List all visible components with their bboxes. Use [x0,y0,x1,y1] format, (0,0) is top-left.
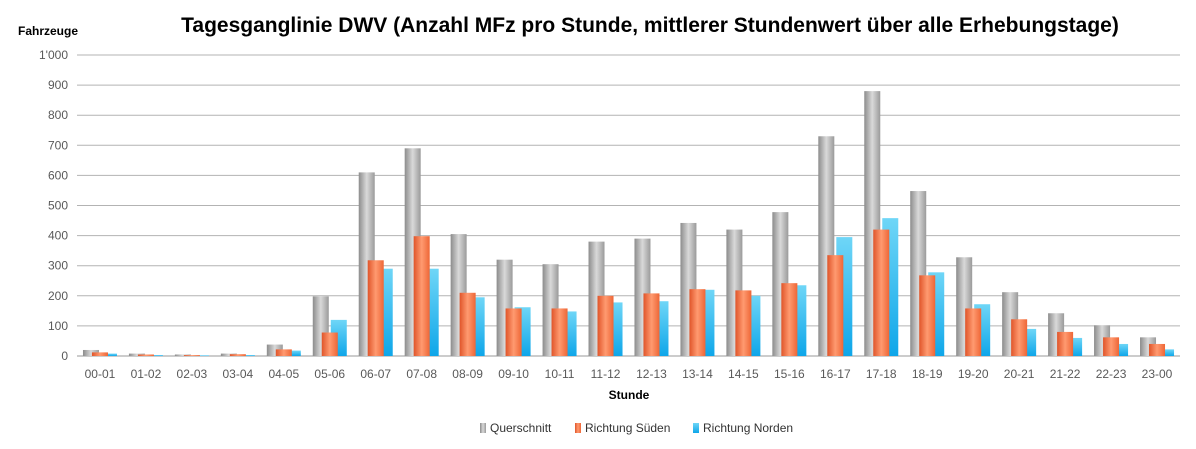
bar-querschnitt [128,353,145,356]
bar-richtung-sueden [229,354,246,356]
bar-querschnitt [220,353,237,356]
x-tick-label: 15-16 [774,367,805,381]
y-tick-labels: 0 100 200 300 400 500 600 700 800 900 1'000 [39,48,68,363]
bar-richtung-sueden [781,283,798,356]
bar-richtung-norden [146,355,163,356]
y-axis-label: Fahrzeuge [18,24,78,38]
y-tick-label: 700 [48,138,68,152]
bar-richtung-sueden [873,229,890,356]
x-tick-label: 03-04 [223,367,254,381]
bar-richtung-sueden [183,355,200,356]
bar-richtung-sueden [1103,337,1120,356]
bar-richtung-sueden [689,289,706,356]
bar-richtung-sueden [597,295,614,356]
bar-richtung-sueden [827,255,844,356]
bar-richtung-sueden [643,293,660,356]
bar-querschnitt [82,349,99,356]
x-tick-label: 14-15 [728,367,759,381]
y-tick-label: 1'000 [39,48,68,62]
bar-richtung-sueden [321,332,338,356]
bar-richtung-norden [192,355,209,356]
bar-richtung-sueden [1011,319,1028,356]
bar-richtung-norden [1158,349,1175,356]
x-tick-label: 02-03 [177,367,208,381]
bar-richtung-sueden [505,308,522,356]
x-tick-label: 10-11 [545,367,575,381]
x-tick-label: 04-05 [268,367,299,381]
x-tick-labels: 00-01 01-02 02-03 03-04 04-05 05-06 06-07 07-08… [85,367,1173,381]
legend-swatch [480,423,486,433]
bar-richtung-sueden [137,354,154,356]
x-tick-label: 07-08 [406,367,437,381]
x-tick-label: 06-07 [360,367,391,381]
bar-richtung-sueden [735,290,752,356]
x-tick-label: 18-19 [912,367,943,381]
y-tick-label: 600 [48,168,68,182]
x-axis-label: Stunde [609,388,650,402]
x-tick-label: 21-22 [1050,367,1081,381]
x-tick-label: 12-13 [636,367,667,381]
bars [82,91,1175,357]
x-tick-label: 00-01 [85,367,116,381]
x-tick-label: 09-10 [498,367,529,381]
x-tick-label: 16-17 [820,367,851,381]
grid-layer [77,54,1180,357]
bar-querschnitt [174,354,191,356]
legend-swatch [693,423,699,433]
bar-richtung-norden [100,353,117,356]
legend-label: Richtung Süden [585,421,670,435]
y-tick-label: 0 [61,349,68,363]
x-tick-label: 11-12 [591,367,621,381]
chart-title: Tagesganglinie DWV (Anzahl MFz pro Stund… [181,14,1119,37]
y-tick-label: 900 [48,78,68,92]
bar-richtung-sueden [1057,331,1074,356]
y-tick-label: 200 [48,289,68,303]
x-tick-label: 05-06 [314,367,345,381]
x-tick-label: 08-09 [452,367,483,381]
bar-richtung-sueden [275,349,292,356]
x-tick-label: 13-14 [682,367,713,381]
bar-richtung-sueden [965,308,982,356]
y-tick-label: 300 [48,259,68,273]
bar-richtung-sueden [413,236,430,356]
bar-richtung-norden [238,355,255,356]
legend-label: Querschnitt [490,421,552,435]
bar-richtung-sueden [91,352,108,356]
bar-richtung-norden [284,350,301,356]
y-tick-label: 100 [48,319,68,333]
bar-richtung-sueden [1149,343,1166,356]
legend-label: Richtung Norden [703,421,793,435]
bar-querschnitt [266,344,283,356]
x-tick-label: 23-00 [1142,367,1173,381]
x-tick-label: 17-18 [866,367,897,381]
bar-richtung-sueden [919,275,936,356]
x-tick-label: 19-20 [958,367,989,381]
y-tick-label: 400 [48,229,68,243]
x-tick-label: 20-21 [1004,367,1035,381]
bar-richtung-sueden [367,260,384,356]
bar-richtung-sueden [459,292,476,356]
legend: Querschnitt Richtung Süden Richtung Norden [480,421,793,435]
x-tick-label: 01-02 [131,367,162,381]
y-tick-label: 500 [48,199,68,213]
y-tick-label: 800 [48,108,68,122]
bar-richtung-sueden [551,308,568,356]
x-tick-label: 22-23 [1096,367,1127,381]
legend-swatch [575,423,581,433]
